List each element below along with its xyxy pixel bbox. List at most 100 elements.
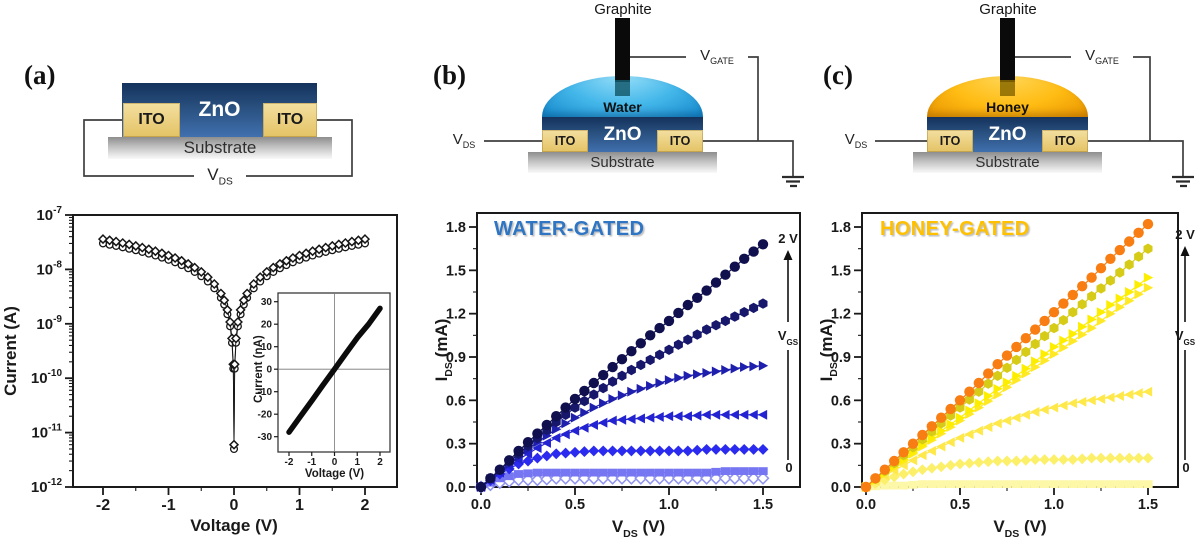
tick-label: 1 — [354, 457, 360, 468]
tick-label: 0.5 — [565, 497, 585, 513]
gate-bottom-label: 0 — [785, 460, 792, 475]
substrate-layer: Substrate — [108, 137, 332, 159]
ito-contact-right: ITO — [263, 103, 317, 137]
tick-label: 0.6 — [831, 393, 851, 409]
zno-label: ZnO — [603, 123, 642, 145]
tick-label: 0.0 — [831, 480, 851, 496]
wire — [83, 119, 194, 177]
series-vgs-6-square — [476, 467, 768, 491]
gate-axis-label: VGS — [778, 328, 799, 347]
tick-label: 1.8 — [831, 220, 851, 236]
vds-label: VDS — [844, 131, 868, 150]
tick-label: 0 — [230, 497, 239, 514]
tick-label: 1.5 — [446, 263, 466, 279]
tick-label: 10 — [261, 342, 273, 353]
ito-contact-left: ITO — [542, 130, 588, 152]
gate-voltage-annotation: 2 V VGS 0 — [778, 231, 799, 475]
tick-label: -30 — [258, 432, 273, 443]
gate-bottom-label: 0 — [1182, 460, 1189, 475]
ito-label: ITO — [276, 111, 304, 128]
tick-label: -1 — [307, 457, 316, 468]
wire — [748, 56, 759, 141]
tick-label: 30 — [261, 297, 273, 308]
tick-label: 20 — [261, 320, 273, 331]
tick-label: -2 — [96, 497, 110, 514]
ito-contact-right: ITO — [657, 130, 703, 152]
tick-label: 0.6 — [446, 393, 466, 409]
tick-label: 0 — [266, 365, 272, 376]
ground-icon — [1172, 175, 1194, 188]
substrate-layer: Substrate — [913, 152, 1102, 173]
graphite-rod — [1000, 18, 1015, 82]
tick-label: 0.3 — [446, 437, 466, 453]
tick-label: 0.0 — [471, 497, 491, 513]
series-vgs-5-diamond — [475, 443, 769, 493]
graphite-label: Graphite — [594, 1, 652, 18]
ito-contact-left: ITO — [123, 103, 180, 137]
tick-label: 10-9 — [36, 314, 62, 333]
arrow-up-icon — [1180, 246, 1190, 256]
tick-label: 1.8 — [446, 220, 466, 236]
ito-label: ITO — [138, 111, 165, 128]
substrate-layer: Substrate — [528, 152, 717, 173]
arrow-up-icon — [783, 250, 793, 260]
tick-label: 1 — [295, 497, 304, 514]
panel-c-tag: (c) — [823, 60, 853, 90]
zno-label: ZnO — [198, 98, 241, 121]
graphite-rod-submerged — [1000, 80, 1015, 96]
panel-b-tag: (b) — [433, 60, 466, 90]
plot-c-title: HONEY-GATED — [880, 218, 1030, 240]
tick-label: 10-12 — [31, 477, 63, 496]
substrate-label: Substrate — [183, 138, 257, 157]
liquid-label: Water — [603, 99, 642, 115]
x-axis-label: Voltage (V) — [190, 516, 278, 535]
tick-label: 10-10 — [31, 368, 63, 387]
y-axis-label: IDS (mA) — [432, 319, 455, 382]
series-vgs-top-circle — [475, 239, 769, 493]
tick-label: 0.9 — [446, 350, 466, 366]
y-axis-label: Current (A) — [1, 306, 20, 396]
tick-label: 0.5 — [950, 497, 970, 513]
wiring-a — [83, 119, 353, 177]
panel-a-tag: (a) — [24, 60, 56, 90]
gate-top-label: 2 V — [1175, 227, 1195, 242]
tick-label: 10-7 — [36, 205, 62, 224]
tick-label: 1.5 — [1138, 497, 1158, 513]
x-axis-label: VDS (V) — [993, 517, 1046, 540]
series-linear-IV — [286, 305, 383, 435]
series-vgs-5-triangle-left — [860, 386, 1153, 492]
series-sweep-diamonds — [97, 234, 371, 450]
wire — [1088, 140, 1184, 177]
ground-icon — [782, 175, 804, 188]
liquid-label: Honey — [986, 99, 1029, 115]
y-axis-label: IDS (mA) — [817, 319, 840, 382]
tick-label: 0.3 — [831, 437, 851, 453]
inset-x-axis-label: Voltage (V) — [305, 468, 364, 480]
tick-label: 1.0 — [659, 497, 679, 513]
series-vgs-top-circle — [860, 218, 1154, 493]
graphite-rod — [615, 18, 630, 82]
wire — [246, 119, 353, 177]
graphite-label: Graphite — [979, 1, 1037, 18]
tick-label: 2 — [361, 497, 370, 514]
tick-label: 10-11 — [31, 423, 62, 442]
gate-top-label: 2 V — [778, 231, 798, 246]
vgate-label: VGATE — [1085, 47, 1119, 66]
tick-label: 0 — [332, 457, 338, 468]
series-vgs-4-triangle-left — [475, 409, 768, 492]
tick-label: 1.0 — [1044, 497, 1064, 513]
vds-label: VDS — [452, 131, 476, 150]
tick-label: 0.0 — [856, 497, 876, 513]
tick-label: 0.9 — [831, 350, 851, 366]
inset-y-axis-label: Current (nA) — [253, 335, 265, 403]
tick-label: -10 — [258, 387, 273, 398]
tick-label: 10-8 — [36, 259, 62, 278]
tick-label: 2 — [377, 457, 383, 468]
wire — [703, 140, 794, 177]
wiring-b — [484, 56, 804, 188]
vgate-label: VGATE — [700, 47, 734, 66]
